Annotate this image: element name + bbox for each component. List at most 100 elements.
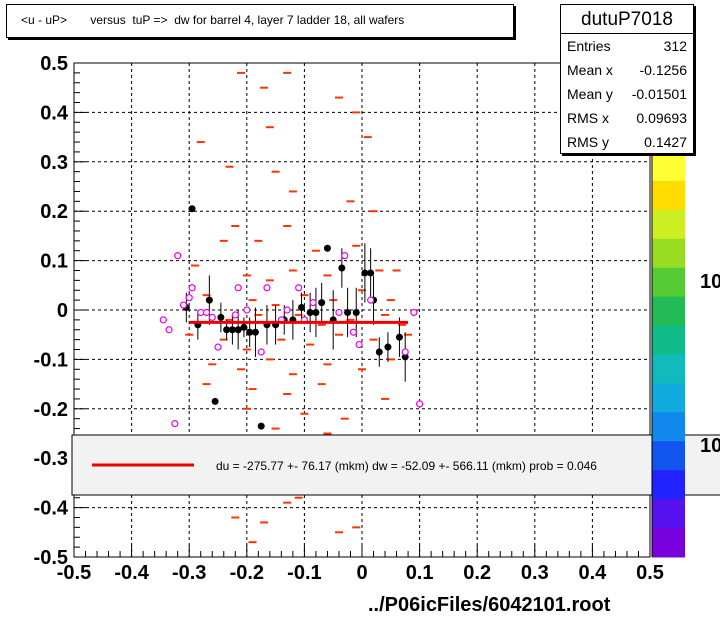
profile-point	[217, 313, 225, 321]
profile-point	[211, 397, 219, 405]
open-marker	[243, 306, 251, 314]
y-tick-label: 0	[57, 300, 68, 322]
x-tick-label: 0.2	[463, 562, 491, 584]
profile-point	[257, 422, 265, 430]
stats-key: Entries	[567, 38, 611, 54]
open-marker	[341, 252, 349, 260]
y-tick-label: 0.2	[40, 201, 68, 223]
open-marker	[349, 328, 357, 336]
stats-row-rms-y: RMS y 0.1427	[567, 131, 687, 153]
open-marker	[208, 313, 216, 322]
colorbar-segment	[652, 267, 685, 298]
open-marker	[257, 348, 265, 356]
open-marker	[202, 308, 211, 317]
stats-key: RMS y	[567, 134, 609, 150]
profile-point	[240, 323, 248, 331]
profile-point	[246, 328, 254, 336]
y-tick-label: -0.3	[34, 448, 68, 470]
profile-point	[323, 244, 331, 252]
x-tick-label: -0.1	[287, 562, 321, 584]
x-tick-label: -0.2	[230, 562, 264, 584]
profile-point	[384, 343, 392, 351]
open-marker	[367, 296, 375, 304]
y-tick-label: 0.1	[40, 251, 68, 273]
chart-title: <u - uP> versus tuP => dw for barrel 4, …	[21, 13, 405, 27]
colorbar-segment	[652, 499, 685, 529]
profile-point	[344, 308, 352, 316]
x-tick-label: -0.4	[114, 562, 149, 584]
legend-text: du = -275.77 +- 76.17 (mkm) dw = -52.09 …	[216, 459, 597, 473]
colorbar-segment	[652, 325, 685, 355]
profile-point	[205, 296, 213, 304]
colorbar-segment	[652, 296, 685, 327]
x-tick-label: 0.1	[406, 562, 434, 584]
file-path-footer: ../P06icFiles/6042101.root	[368, 594, 611, 616]
open-marker	[179, 301, 188, 309]
open-marker	[410, 308, 418, 317]
profile-point	[318, 299, 326, 307]
x-tick-label: 0.4	[578, 562, 607, 584]
colorbar-segment	[652, 180, 685, 211]
profile-point	[306, 308, 314, 316]
colorbar-label: 10	[700, 435, 720, 457]
open-marker	[197, 308, 205, 317]
colorbar-label: 10	[700, 271, 720, 293]
profile-point	[298, 304, 306, 312]
y-tick-label: 0.4	[40, 102, 69, 124]
y-tick-label: 0.3	[40, 152, 68, 174]
y-tick-label: -0.2	[34, 399, 68, 421]
colorbar-segment	[652, 152, 685, 182]
profile-point	[338, 264, 346, 272]
stats-histogram-name: dutuP7018	[561, 7, 693, 34]
profile-point	[361, 269, 369, 277]
stats-box: dutuP7018 Entries 312 Mean x -0.1256 Mea…	[560, 4, 694, 154]
open-marker	[188, 284, 196, 292]
open-marker	[174, 252, 182, 260]
stats-value: 312	[663, 38, 687, 54]
x-tick-label: -0.5	[57, 562, 91, 584]
colorbar-segment	[652, 383, 685, 413]
profile-point	[234, 326, 242, 334]
colorbar-segment	[652, 354, 685, 384]
colorbar-segment	[652, 528, 685, 558]
open-marker	[309, 298, 317, 307]
colorbar-segment	[652, 238, 685, 269]
stats-row-entries: Entries 312	[567, 35, 687, 57]
stats-row-mean-y: Mean y -0.01501	[567, 83, 687, 105]
open-marker	[335, 308, 343, 317]
title-box: <u - uP> versus tuP => dw for barrel 4, …	[6, 4, 514, 38]
stats-value: -0.1256	[639, 62, 687, 78]
y-tick-label: -0.4	[34, 498, 69, 520]
stats-value: -0.01501	[631, 86, 687, 102]
profile-point	[312, 308, 320, 316]
x-tick-label: 0.5	[636, 562, 664, 584]
open-marker	[355, 340, 363, 349]
x-tick-label: -0.3	[172, 562, 206, 584]
open-marker	[159, 316, 167, 324]
open-marker	[283, 306, 291, 314]
x-tick-label: 0.3	[521, 562, 549, 584]
open-marker	[171, 420, 179, 428]
colorbar-segment	[652, 470, 685, 500]
stats-row-mean-x: Mean x -0.1256	[567, 59, 687, 81]
open-marker	[416, 400, 424, 408]
profile-point	[395, 333, 403, 341]
open-marker	[165, 326, 173, 334]
open-marker	[231, 311, 239, 319]
profile-point	[401, 353, 409, 361]
profile-point	[228, 326, 236, 334]
open-marker	[234, 284, 242, 292]
open-marker	[214, 343, 222, 351]
stats-row-rms-x: RMS x 0.09693	[567, 107, 687, 129]
y-tick-label: 0.5	[40, 53, 68, 75]
y-tick-label: -0.1	[34, 349, 68, 371]
stats-value: 0.09693	[636, 110, 687, 126]
stats-key: RMS x	[567, 110, 609, 126]
profile-point	[367, 269, 375, 277]
open-marker	[295, 284, 303, 292]
open-marker	[401, 348, 409, 356]
colorbar-segment	[652, 209, 685, 240]
profile-point	[251, 328, 259, 336]
y-tick-label: -0.5	[34, 547, 68, 569]
